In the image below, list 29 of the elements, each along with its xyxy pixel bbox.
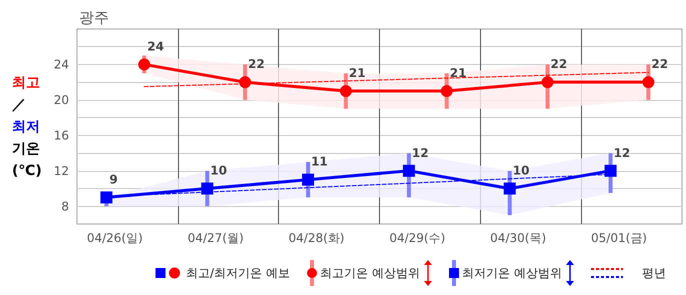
text: 최저기온 예상범위 (462, 264, 562, 282)
y-tick-label: 8 (61, 199, 69, 214)
legend-label: 최고/최저기온 예보 (186, 264, 290, 282)
text: 최고기온 예상범위 (320, 264, 420, 282)
data-label: 24 (147, 39, 164, 54)
data-label: 10 (512, 164, 530, 178)
data-label: 22 (248, 57, 265, 72)
x-tick-label: 05/01(금) (591, 231, 647, 245)
y-tick-label: 16 (54, 128, 69, 142)
x-tick-label: 04/28(화) (288, 231, 344, 245)
x-tick-label: 04/29(수) (389, 231, 446, 245)
data-label: 22 (550, 57, 568, 72)
data-label: 21 (348, 66, 366, 80)
x-tick-label: 04/26(일) (86, 231, 143, 245)
y-tick-label: 24 (54, 57, 69, 72)
data-label: 11 (311, 154, 328, 169)
data-label: 22 (651, 57, 668, 72)
chart-title: 광주 (79, 8, 109, 26)
data-label: 12 (614, 146, 630, 160)
x-tick-label: 04/30(목) (490, 231, 546, 245)
x-tick-label: 04/27(월) (188, 231, 244, 245)
y-axis-title: 최고 ／ 최저 기온 (℃) (12, 75, 42, 179)
data-label: 9 (109, 172, 118, 186)
y-tick-label: 20 (54, 92, 69, 107)
data-label: 21 (450, 66, 466, 80)
y-tick-label: 12 (54, 164, 69, 178)
data-label: 12 (412, 146, 429, 160)
data-label: 10 (210, 164, 227, 178)
legend-label: 평년 (642, 264, 666, 282)
